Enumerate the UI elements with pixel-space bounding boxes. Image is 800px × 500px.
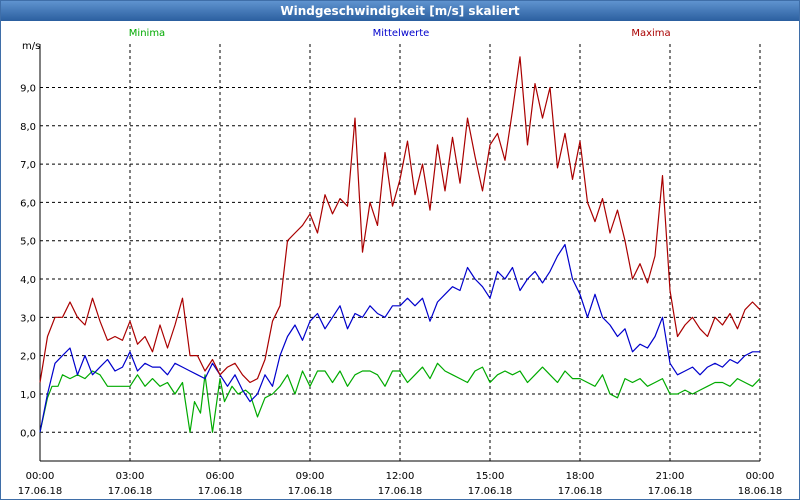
y-tick-label: 3,0 (20, 313, 36, 324)
x-tick-time: 18:00 (566, 471, 595, 482)
x-tick-time: 03:00 (116, 471, 145, 482)
x-tick-time: 15:00 (476, 471, 505, 482)
x-tick-time: 09:00 (296, 471, 325, 482)
x-tick-date: 17.06.18 (648, 486, 693, 497)
series-line-mittelwerte (39, 243, 760, 433)
x-tick-date: 17.06.18 (288, 486, 333, 497)
legend-minima: Minima (129, 28, 165, 39)
x-tick-date: 17.06.18 (18, 486, 63, 497)
grid (39, 44, 761, 461)
y-tick-label: 1,0 (20, 390, 36, 401)
y-tick-label: 7,0 (20, 160, 36, 171)
window-title: Windgeschwindigkeit [m/s] skaliert (1, 1, 799, 21)
y-tick-label: 4,0 (20, 275, 36, 286)
x-tick-time: 06:00 (206, 471, 235, 482)
y-tick-label: 5,0 (20, 237, 36, 248)
series-lines (39, 56, 761, 433)
x-tick-time: 21:00 (656, 471, 685, 482)
y-tick-label: 6,0 (20, 198, 36, 209)
y-axis-label: m/s (22, 41, 40, 52)
series-line-maxima (39, 56, 761, 384)
series-line-minima (39, 362, 761, 433)
y-tick-label: 0,0 (20, 428, 36, 439)
x-tick-date: 17.06.18 (378, 486, 423, 497)
x-tick-time: 00:00 (26, 471, 55, 482)
x-tick-time: 12:00 (386, 471, 415, 482)
labels: m/s Minima Mittelwerte Maxima 0,0 1,0 2,0 3… (18, 28, 783, 497)
y-tick-label: 2,0 (20, 352, 36, 363)
x-tick-date: 17.06.18 (108, 486, 153, 497)
axes (39, 44, 760, 462)
y-tick-label: 9,0 (20, 83, 36, 94)
x-tick-time: 00:00 (746, 471, 775, 482)
x-tick-date: 17.06.18 (468, 486, 513, 497)
x-tick-date: 17.06.18 (198, 486, 243, 497)
legend-mittelwerte: Mittelwerte (373, 28, 430, 39)
legend-maxima: Maxima (631, 28, 670, 39)
y-tick-label: 8,0 (20, 122, 36, 133)
x-tick-date: 17.06.18 (558, 486, 603, 497)
x-tick-date: 18.06.18 (738, 486, 783, 497)
